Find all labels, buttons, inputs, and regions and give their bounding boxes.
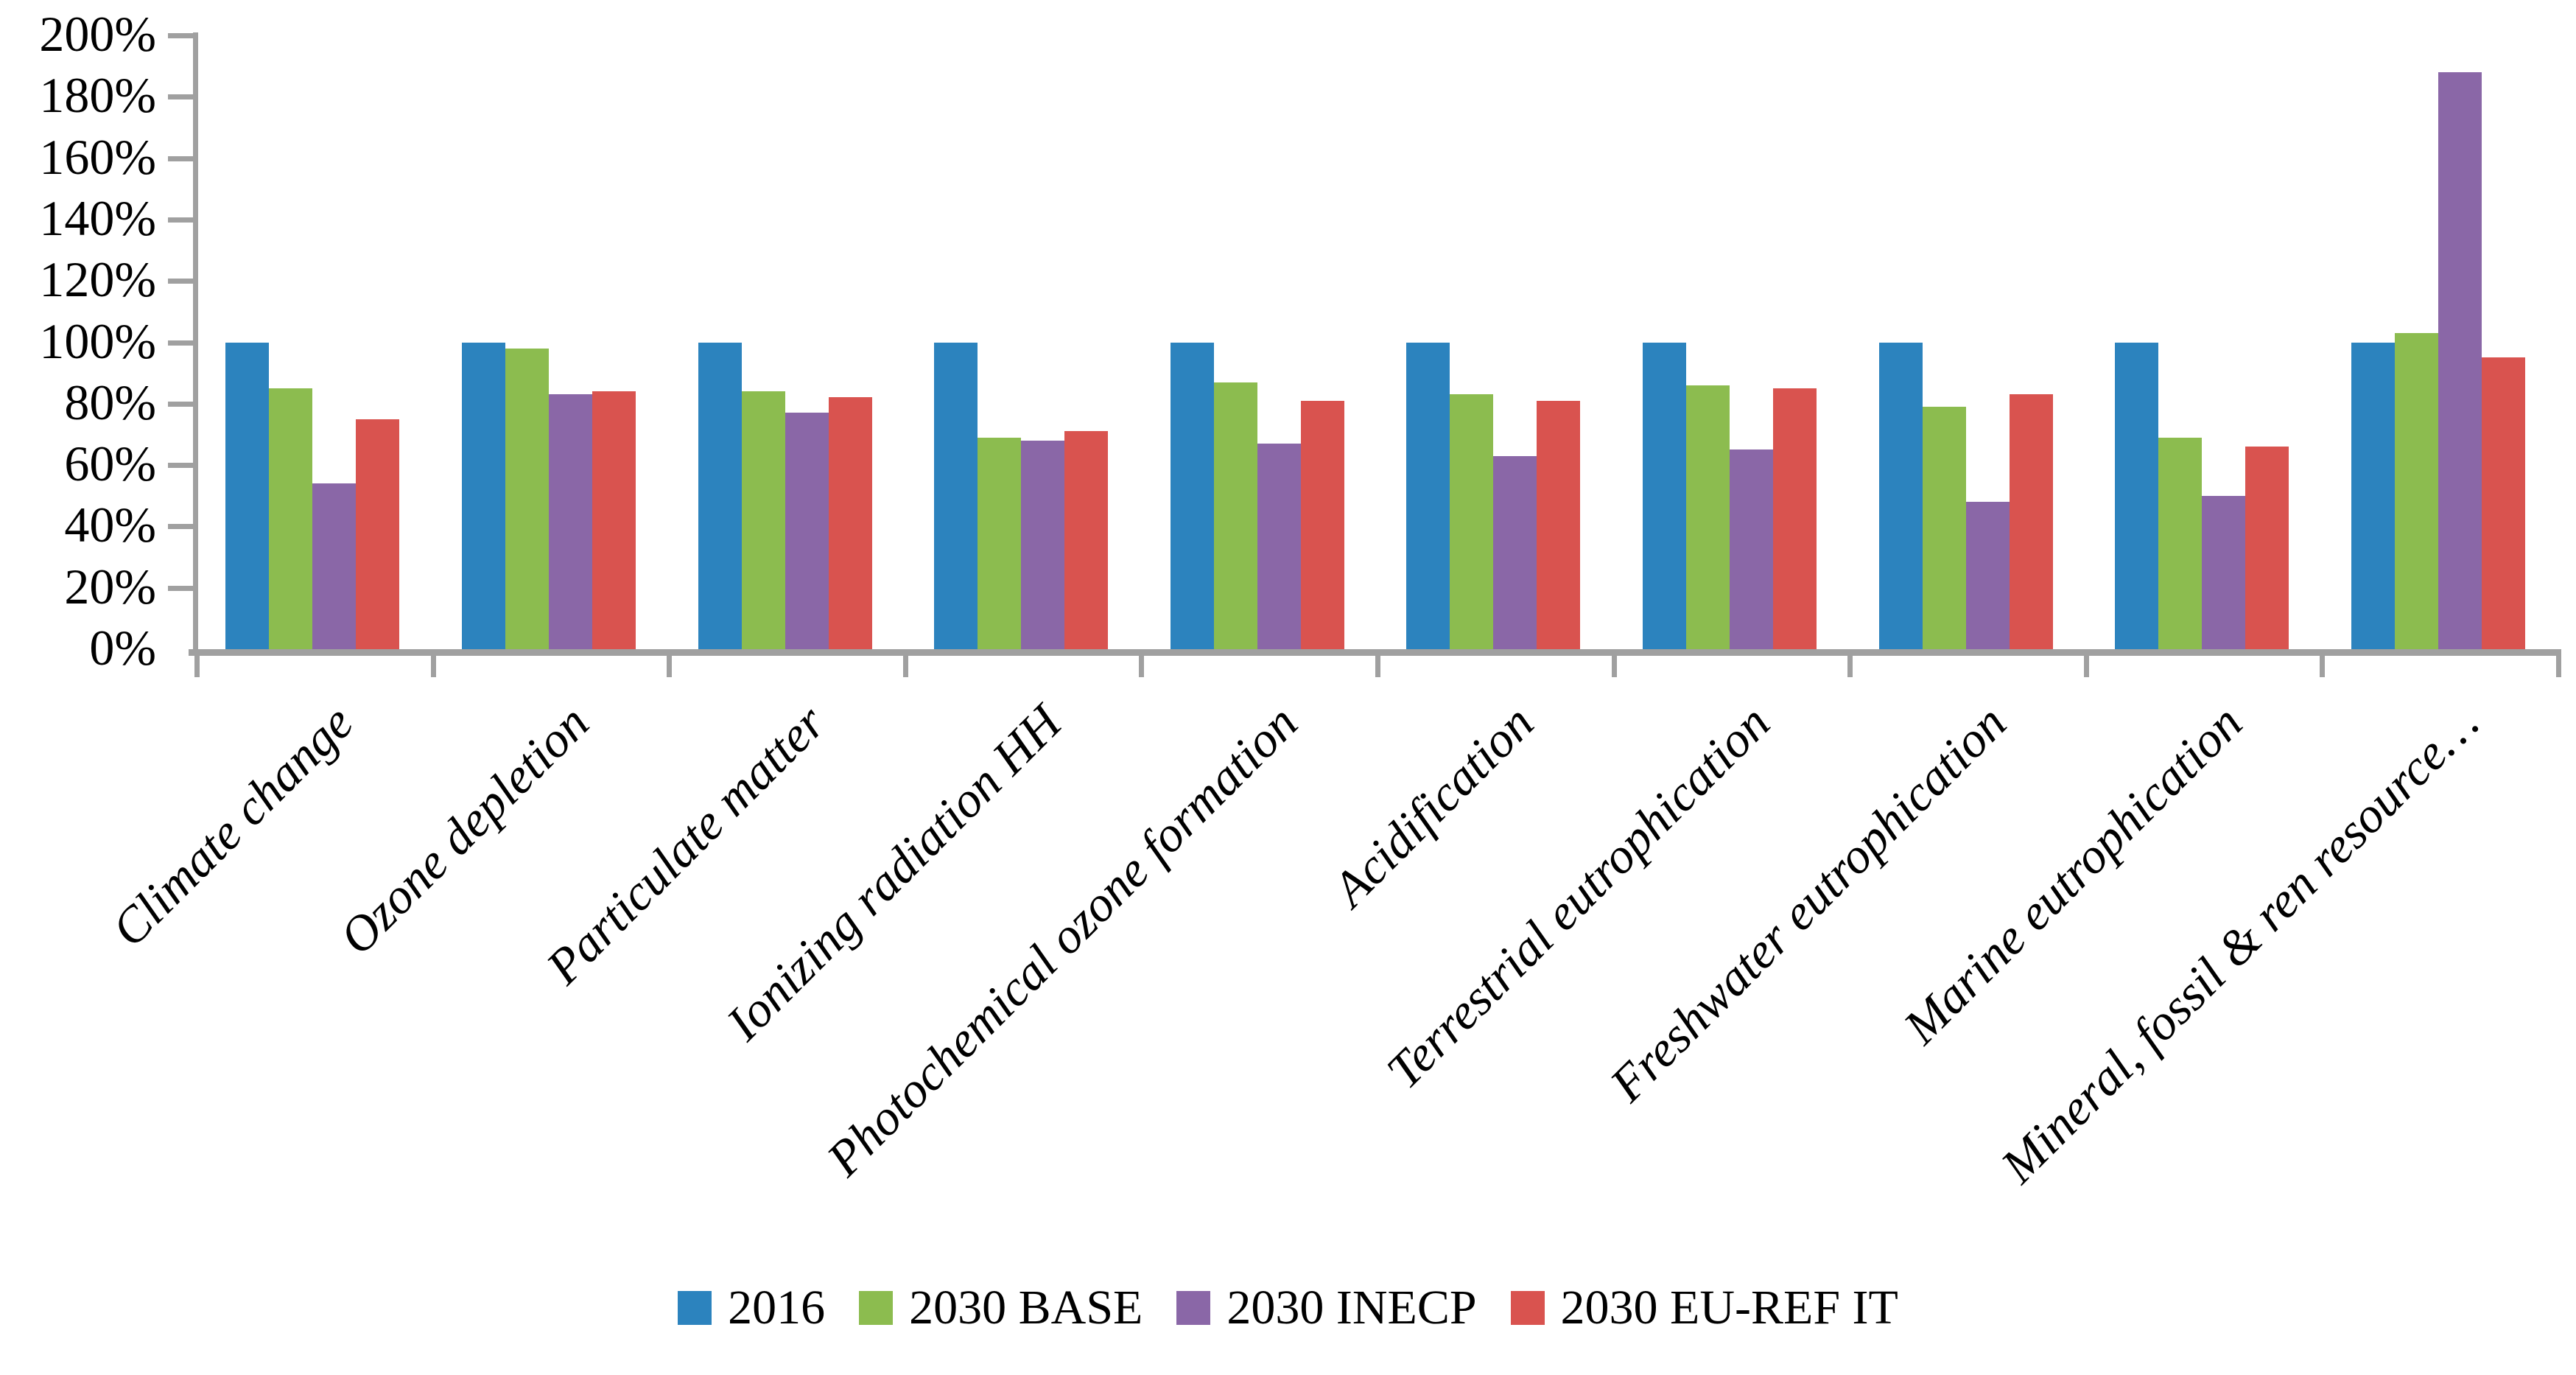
bar-2030-inecp bbox=[1729, 449, 1773, 649]
bar-2030-inecp bbox=[2438, 71, 2482, 649]
y-axis-tick-label: 20% bbox=[64, 558, 156, 615]
legend-swatch-icon bbox=[1176, 1291, 1211, 1325]
legend-swatch-icon bbox=[678, 1291, 712, 1325]
bar-2016 bbox=[461, 342, 505, 649]
y-axis-tick-label: 200% bbox=[39, 6, 156, 62]
bar-2030-eu-ref-it bbox=[2245, 447, 2289, 649]
x-axis-label: Photochemical ozone formation bbox=[815, 694, 1308, 1187]
bar-2030-base bbox=[1213, 382, 1257, 649]
bar-2030-eu-ref-it bbox=[2009, 394, 2053, 649]
y-tick-mark bbox=[168, 94, 193, 100]
y-axis-tick-label: 0% bbox=[89, 620, 156, 676]
bar-2030-eu-ref-it bbox=[592, 391, 636, 649]
bar-2030-eu-ref-it bbox=[1537, 400, 1581, 649]
x-axis-label: Ozone depletion bbox=[329, 694, 600, 965]
x-tick-mark bbox=[1375, 649, 1380, 677]
bar-2016 bbox=[1406, 342, 1450, 649]
y-tick-mark bbox=[168, 585, 193, 591]
y-axis-tick-label: 120% bbox=[39, 251, 156, 308]
x-tick-mark bbox=[2083, 649, 2089, 677]
y-axis-tick-label: 80% bbox=[64, 374, 156, 430]
x-axis-label: Freshwater eutrophication bbox=[1598, 694, 2017, 1113]
bar-2030-base bbox=[978, 437, 1022, 649]
y-tick-mark bbox=[168, 524, 193, 530]
legend-label: 2030 INECP bbox=[1226, 1281, 1477, 1334]
bar-2030-eu-ref-it bbox=[1300, 400, 1344, 649]
y-axis-tick-label: 100% bbox=[39, 312, 156, 369]
bar-2030-inecp bbox=[312, 483, 357, 649]
bar-2016 bbox=[2115, 342, 2159, 649]
x-tick-mark bbox=[667, 649, 673, 677]
bar-2030-base bbox=[2394, 333, 2438, 649]
x-tick-mark bbox=[194, 649, 200, 677]
x-tick-mark bbox=[1611, 649, 1617, 677]
x-tick-mark bbox=[430, 649, 436, 677]
x-axis-line bbox=[189, 649, 2556, 656]
bar-2030-eu-ref-it bbox=[356, 419, 400, 649]
bar-2030-base bbox=[505, 348, 549, 649]
bar-2030-inecp bbox=[1493, 455, 1537, 649]
bar-2030-eu-ref-it bbox=[1772, 388, 1817, 649]
bar-2030-base bbox=[1685, 385, 1730, 649]
y-tick-mark bbox=[168, 155, 193, 161]
y-axis-tick-label: 40% bbox=[64, 497, 156, 553]
legend-label: 2030 EU-REF IT bbox=[1560, 1281, 1898, 1334]
x-tick-mark bbox=[1847, 649, 1853, 677]
bar-2030-inecp bbox=[548, 394, 592, 649]
x-axis-label: Mineral, fossil & ren resource… bbox=[1990, 694, 2489, 1194]
bar-2030-eu-ref-it bbox=[2481, 357, 2525, 649]
x-axis-label: Climate change bbox=[100, 694, 364, 958]
legend-item: 2030 EU-REF IT bbox=[1510, 1281, 1898, 1334]
bar-2030-base bbox=[1922, 406, 1966, 649]
legend-item: 2030 BASE bbox=[859, 1284, 1143, 1332]
x-tick-mark bbox=[2556, 649, 2561, 677]
y-tick-mark bbox=[168, 463, 193, 469]
y-axis-tick-label: 60% bbox=[64, 435, 156, 492]
bar-2016 bbox=[1878, 342, 1923, 649]
x-tick-mark bbox=[2320, 649, 2326, 677]
bar-2030-inecp bbox=[785, 413, 829, 649]
legend-item: 2030 INECP bbox=[1176, 1281, 1477, 1334]
y-tick-mark bbox=[168, 340, 193, 346]
legend: 2016 2030 BASE 2030 INECP 2030 EU-REF IT bbox=[0, 1284, 2576, 1332]
legend-label: 2030 BASE bbox=[909, 1281, 1143, 1334]
y-axis-line bbox=[193, 32, 198, 654]
legend-item: 2016 bbox=[678, 1284, 825, 1332]
bar-2030-inecp bbox=[1021, 440, 1065, 649]
bar-2016 bbox=[2351, 342, 2395, 649]
bar-2016 bbox=[225, 342, 270, 649]
bar-2030-eu-ref-it bbox=[828, 397, 872, 649]
bar-2030-inecp bbox=[2202, 495, 2246, 649]
y-tick-mark bbox=[168, 217, 193, 223]
x-tick-mark bbox=[902, 649, 908, 677]
bar-2030-eu-ref-it bbox=[1064, 431, 1109, 649]
bar-2016 bbox=[698, 342, 742, 649]
y-axis-tick-label: 160% bbox=[39, 128, 156, 185]
bar-2030-inecp bbox=[1965, 502, 2010, 649]
legend-label: 2016 bbox=[728, 1281, 826, 1334]
y-tick-mark bbox=[168, 279, 193, 284]
x-axis-label: Acidification bbox=[1322, 694, 1545, 917]
bar-2030-base bbox=[269, 388, 313, 649]
bar-2030-base bbox=[741, 391, 785, 649]
y-axis-tick-label: 140% bbox=[39, 189, 156, 246]
bar-2016 bbox=[1170, 342, 1214, 649]
bar-2030-base bbox=[1450, 394, 1494, 649]
bar-2030-inecp bbox=[1257, 443, 1301, 649]
bar-2030-base bbox=[2158, 437, 2203, 649]
bar-2016 bbox=[934, 342, 978, 649]
y-tick-mark bbox=[168, 401, 193, 407]
x-axis-label: Terrestrial eutrophication bbox=[1375, 694, 1780, 1099]
legend-swatch-icon bbox=[1510, 1291, 1545, 1325]
bar-2016 bbox=[1642, 342, 1686, 649]
legend-swatch-icon bbox=[859, 1291, 894, 1325]
y-tick-mark bbox=[168, 33, 193, 38]
x-tick-mark bbox=[1139, 649, 1145, 677]
y-axis-tick-label: 180% bbox=[39, 67, 156, 124]
